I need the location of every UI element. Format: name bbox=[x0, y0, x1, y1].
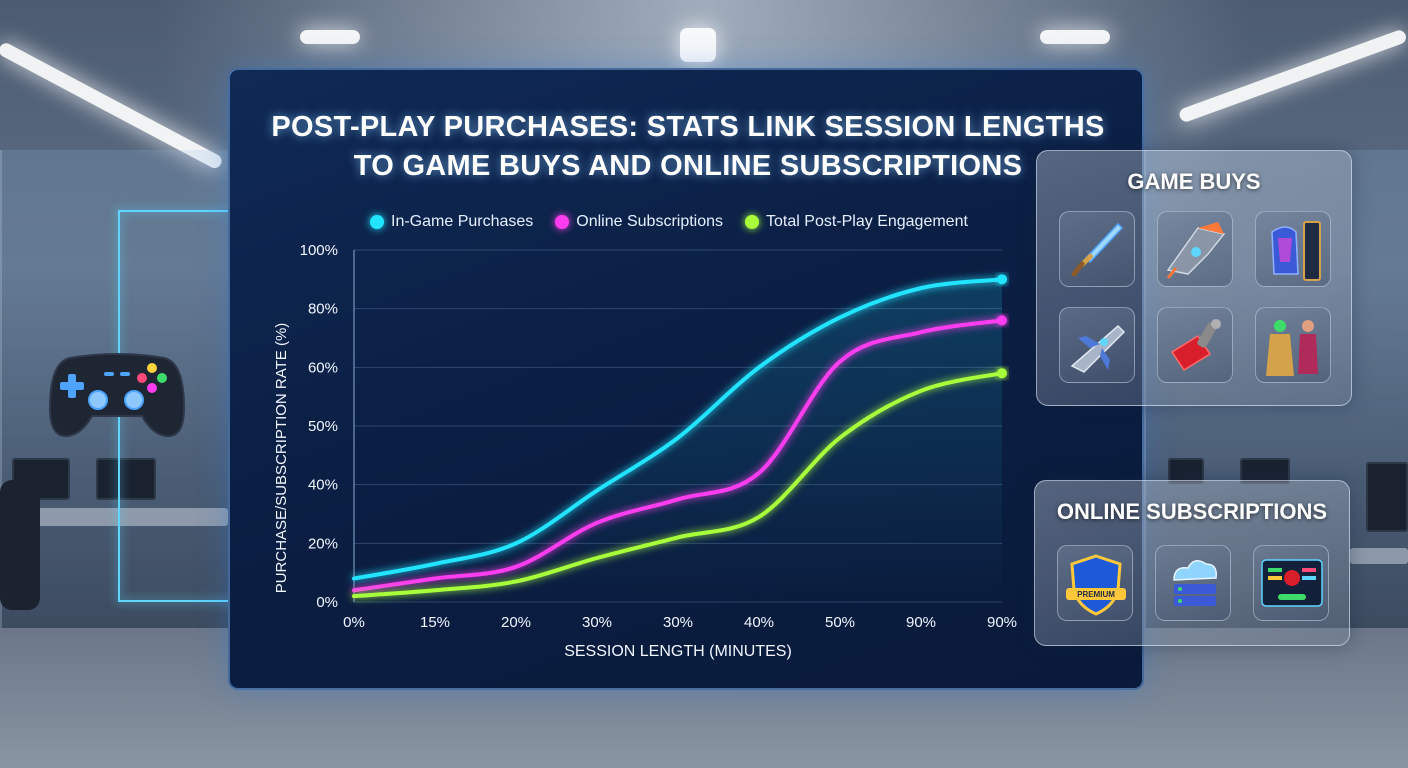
series-line-in-game-purchases bbox=[352, 277, 1004, 581]
ceiling-light bbox=[680, 28, 716, 62]
game-buy-tile[interactable] bbox=[1059, 307, 1135, 383]
legend-swatch bbox=[745, 215, 760, 229]
office-monitor bbox=[1240, 458, 1290, 484]
game-buys-card: GAME BUYS bbox=[1036, 150, 1352, 406]
office-chair bbox=[0, 480, 40, 610]
legend-item-total-post-play-engagement: Total Post-Play Engagement bbox=[745, 213, 968, 231]
chart-legend: In-Game Purchases Online Subscriptions T… bbox=[370, 210, 968, 234]
x-axis-ticks: 0% 15% 20% 30% 30% 40% 50% 90% 90% bbox=[343, 614, 1017, 631]
office-monitor bbox=[1366, 462, 1408, 532]
legend-label: In-Game Purchases bbox=[391, 213, 534, 230]
legend-item-in-game-purchases: In-Game Purchases bbox=[370, 213, 533, 231]
series-end-point bbox=[997, 274, 1007, 285]
x-axis-label: SESSION LENGTH (MINUTES) bbox=[564, 643, 792, 660]
subscription-tile[interactable]: PREMIUM bbox=[1057, 545, 1133, 621]
game-buy-tile[interactable] bbox=[1255, 211, 1331, 287]
chart-title-line-1: POST-PLAY PURCHASES: STATS LINK SESSION … bbox=[271, 111, 1105, 143]
office-monitor bbox=[12, 458, 70, 500]
online-subscriptions-title: ONLINE SUBSCRIPTIONS bbox=[1056, 499, 1328, 524]
premium-badge-label: PREMIUM bbox=[1077, 590, 1115, 599]
y-axis-ticks: 0% 20% 40% 50% 60% 80% 100% bbox=[300, 242, 338, 611]
ceiling-light bbox=[300, 30, 360, 44]
series-end-point bbox=[997, 315, 1007, 326]
sword-icon bbox=[1071, 222, 1124, 277]
x-tick-label: 90% bbox=[987, 614, 1017, 631]
x-tick-label: 50% bbox=[825, 614, 855, 631]
series-line-online-subscriptions bbox=[352, 318, 1004, 593]
chart-title: POST-PLAY PURCHASES: STATS LINK SESSION … bbox=[230, 108, 1146, 186]
legend-label: Online Subscriptions bbox=[576, 213, 724, 230]
online-subscriptions-card: ONLINE SUBSCRIPTIONS PREMIUM bbox=[1034, 480, 1350, 646]
chart-title-line-2: TO GAME BUYS AND ONLINE SUBSCRIPTIONS bbox=[353, 150, 1023, 182]
x-tick-label: 20% bbox=[501, 614, 531, 631]
line-chart: 0% 20% 40% 50% 60% 80% 100% 0% 15% 20% 30% 30% 40% 5… bbox=[273, 242, 1017, 660]
game-buy-tile[interactable] bbox=[1059, 211, 1135, 287]
legend-swatch bbox=[370, 215, 384, 229]
office-desk bbox=[1350, 548, 1408, 564]
cloud-server-icon bbox=[1173, 560, 1218, 606]
y-tick-label: 80% bbox=[308, 301, 338, 318]
red-gauntlet-icon bbox=[1170, 319, 1221, 372]
circuit-line bbox=[118, 210, 228, 212]
premium-badge-icon: PREMIUM bbox=[1066, 554, 1126, 616]
x-tick-label: 15% bbox=[420, 614, 450, 631]
game-buy-tile[interactable] bbox=[1157, 307, 1233, 383]
chart-area-fill bbox=[354, 279, 1002, 602]
spaceship-icon bbox=[1166, 222, 1226, 279]
y-tick-label: 60% bbox=[308, 359, 338, 376]
game-controller-icon bbox=[48, 353, 186, 438]
legend-label: Total Post-Play Engagement bbox=[766, 213, 968, 230]
series-line-total-post-play-engagement bbox=[352, 371, 1004, 599]
character-skins-icon bbox=[1266, 320, 1318, 376]
x-tick-label: 0% bbox=[343, 614, 365, 631]
series-end-point bbox=[997, 368, 1007, 379]
x-tick-label: 30% bbox=[663, 614, 693, 631]
y-tick-label: 100% bbox=[300, 242, 338, 259]
subscription-tile[interactable] bbox=[1253, 545, 1329, 621]
office-monitor bbox=[96, 458, 156, 500]
ceiling-light bbox=[1040, 30, 1110, 44]
x-tick-label: 30% bbox=[582, 614, 612, 631]
game-buy-tile[interactable] bbox=[1255, 307, 1331, 383]
chart-series bbox=[352, 274, 1007, 599]
subscription-tile[interactable] bbox=[1155, 545, 1231, 621]
x-tick-label: 90% bbox=[906, 614, 936, 631]
series-area-fill bbox=[354, 279, 1002, 602]
game-buy-tile[interactable] bbox=[1157, 211, 1233, 287]
game-dashboard-icon bbox=[1261, 559, 1323, 607]
office-desk bbox=[0, 508, 228, 526]
y-axis-label: PURCHASE/SUBSCRIPTION RATE (%) bbox=[273, 323, 290, 594]
legend-item-online-subscriptions: Online Subscriptions bbox=[555, 213, 723, 231]
starfighter-icon bbox=[1070, 324, 1126, 373]
chart-panel: POST-PLAY PURCHASES: STATS LINK SESSION … bbox=[228, 68, 1144, 690]
y-tick-label: 0% bbox=[316, 594, 338, 611]
office-monitor bbox=[1168, 458, 1204, 484]
ceiling-light bbox=[1177, 28, 1408, 124]
circuit-line bbox=[118, 600, 300, 602]
game-buys-title: GAME BUYS bbox=[1127, 169, 1261, 194]
y-tick-label: 50% bbox=[308, 418, 338, 435]
y-tick-label: 40% bbox=[308, 477, 338, 494]
armor-skin-icon bbox=[1271, 221, 1321, 281]
legend-swatch bbox=[555, 215, 570, 229]
y-tick-label: 20% bbox=[308, 535, 338, 552]
x-tick-label: 40% bbox=[744, 614, 774, 631]
